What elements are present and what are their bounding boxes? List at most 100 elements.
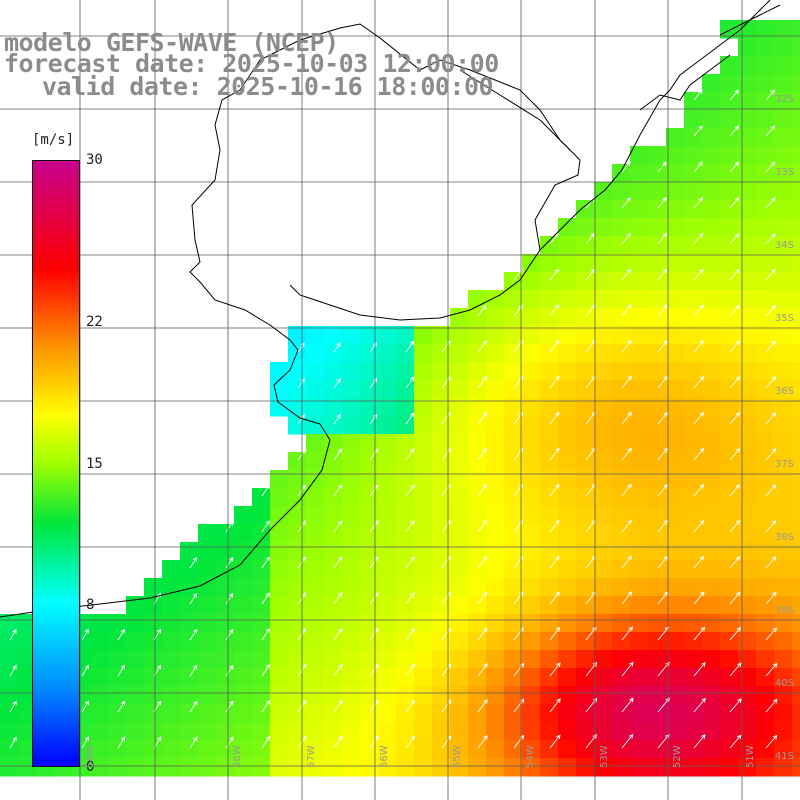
wind-speed-cell [720,344,739,363]
wind-speed-cell [702,326,721,345]
wind-speed-cell [738,200,757,219]
wind-speed-cell [738,272,757,291]
wind-speed-cell [558,362,577,381]
wind-arrow [765,662,778,677]
wind-arrow [549,447,560,461]
wind-speed-cell [468,704,487,723]
wind-speed-cell [396,326,415,345]
wind-speed-cell [702,632,721,651]
wind-speed-cell [648,722,667,741]
wind-speed-cell [792,686,800,705]
wind-speed-cell [594,578,613,597]
wind-speed-cell [468,596,487,615]
wind-speed-cell [360,488,379,507]
wind-speed-cell [486,686,505,705]
wind-speed-cell [612,398,631,417]
wind-arrow [729,412,741,425]
wind-speed-cell [216,614,235,633]
wind-speed-cell [288,560,307,579]
wind-speed-cell [468,488,487,507]
wind-speed-cell [720,758,739,777]
wind-speed-cell [216,740,235,759]
wind-speed-cell [702,650,721,669]
wind-speed-cell [702,218,721,237]
wind-speed-cell [666,146,685,165]
wind-speed-cell [756,758,775,777]
wind-speed-cell [756,686,775,705]
wind-speed-cell [306,668,325,687]
wind-speed-cell [612,470,631,489]
wind-arrow [405,699,415,713]
wind-speed-cell [504,452,523,471]
wind-arrow [729,232,740,245]
wind-speed-cell [612,182,631,201]
valid-date: valid date: 2025-10-16 18:00:00 [42,72,494,101]
wind-speed-cell [738,416,757,435]
wind-speed-cell [702,758,721,777]
wind-speed-cell [594,200,613,219]
wind-speed-cell [198,578,217,597]
wind-speed-cell [234,560,253,579]
wind-speed-cell [702,542,721,561]
wind-speed-cell [630,218,649,237]
wind-speed-cell [198,524,217,543]
wind-speed-cell [720,146,739,165]
wind-speed-cell [432,398,451,417]
wind-speed-cell [360,758,379,777]
wind-arrow [333,735,343,749]
wind-speed-cell [630,236,649,255]
wind-arrow [621,339,632,353]
wind-speed-cell [612,434,631,453]
wind-speed-cell [270,758,289,777]
wind-arrow [189,736,198,749]
wind-speed-cell [558,542,577,561]
wind-speed-cell [522,632,541,651]
wind-speed-cell [666,596,685,615]
wind-speed-cell [738,740,757,759]
wind-speed-cell [576,578,595,597]
wind-speed-cell [450,470,469,489]
wind-arrow [765,484,777,497]
wind-speed-cell [198,740,217,759]
wind-speed-cell [738,308,757,327]
latitude-label: 33S [774,167,794,178]
wind-speed-cell [720,488,739,507]
wind-speed-cell [378,632,397,651]
wind-speed-cell [576,380,595,399]
wind-speed-cell [792,506,800,525]
wind-arrow [729,376,741,389]
wind-speed-cell [540,668,559,687]
wind-speed-cell [522,578,541,597]
wind-speed-cell [414,470,433,489]
wind-speed-cell [396,722,415,741]
wind-speed-cell [630,164,649,183]
wind-speed-cell [774,182,793,201]
wind-speed-cell [684,326,703,345]
wind-speed-cell [198,542,217,561]
latitude-label: 34S [774,240,794,251]
wind-speed-cell [756,542,775,561]
wind-speed-cell [702,614,721,633]
wind-arrow [477,340,487,353]
wind-arrow [369,413,378,425]
wind-arrow [333,484,343,497]
wind-speed-cell [18,722,37,741]
wind-speed-cell [342,668,361,687]
wind-speed-cell [504,326,523,345]
wind-arrow [765,197,776,209]
wind-arrow [585,232,595,245]
wind-speed-cell [576,632,595,651]
wind-speed-cell [414,344,433,363]
wind-speed-cell [792,146,800,165]
wind-arrow [225,736,234,749]
wind-speed-cell [558,650,577,669]
wind-speed-cell [504,380,523,399]
wind-speed-cell [378,362,397,381]
wind-speed-cell [684,578,703,597]
wind-arrow [621,411,632,425]
wind-speed-cell [414,704,433,723]
wind-speed-cell [342,578,361,597]
wind-speed-cell [468,560,487,579]
wind-speed-cell [378,380,397,399]
wind-speed-cell [576,326,595,345]
